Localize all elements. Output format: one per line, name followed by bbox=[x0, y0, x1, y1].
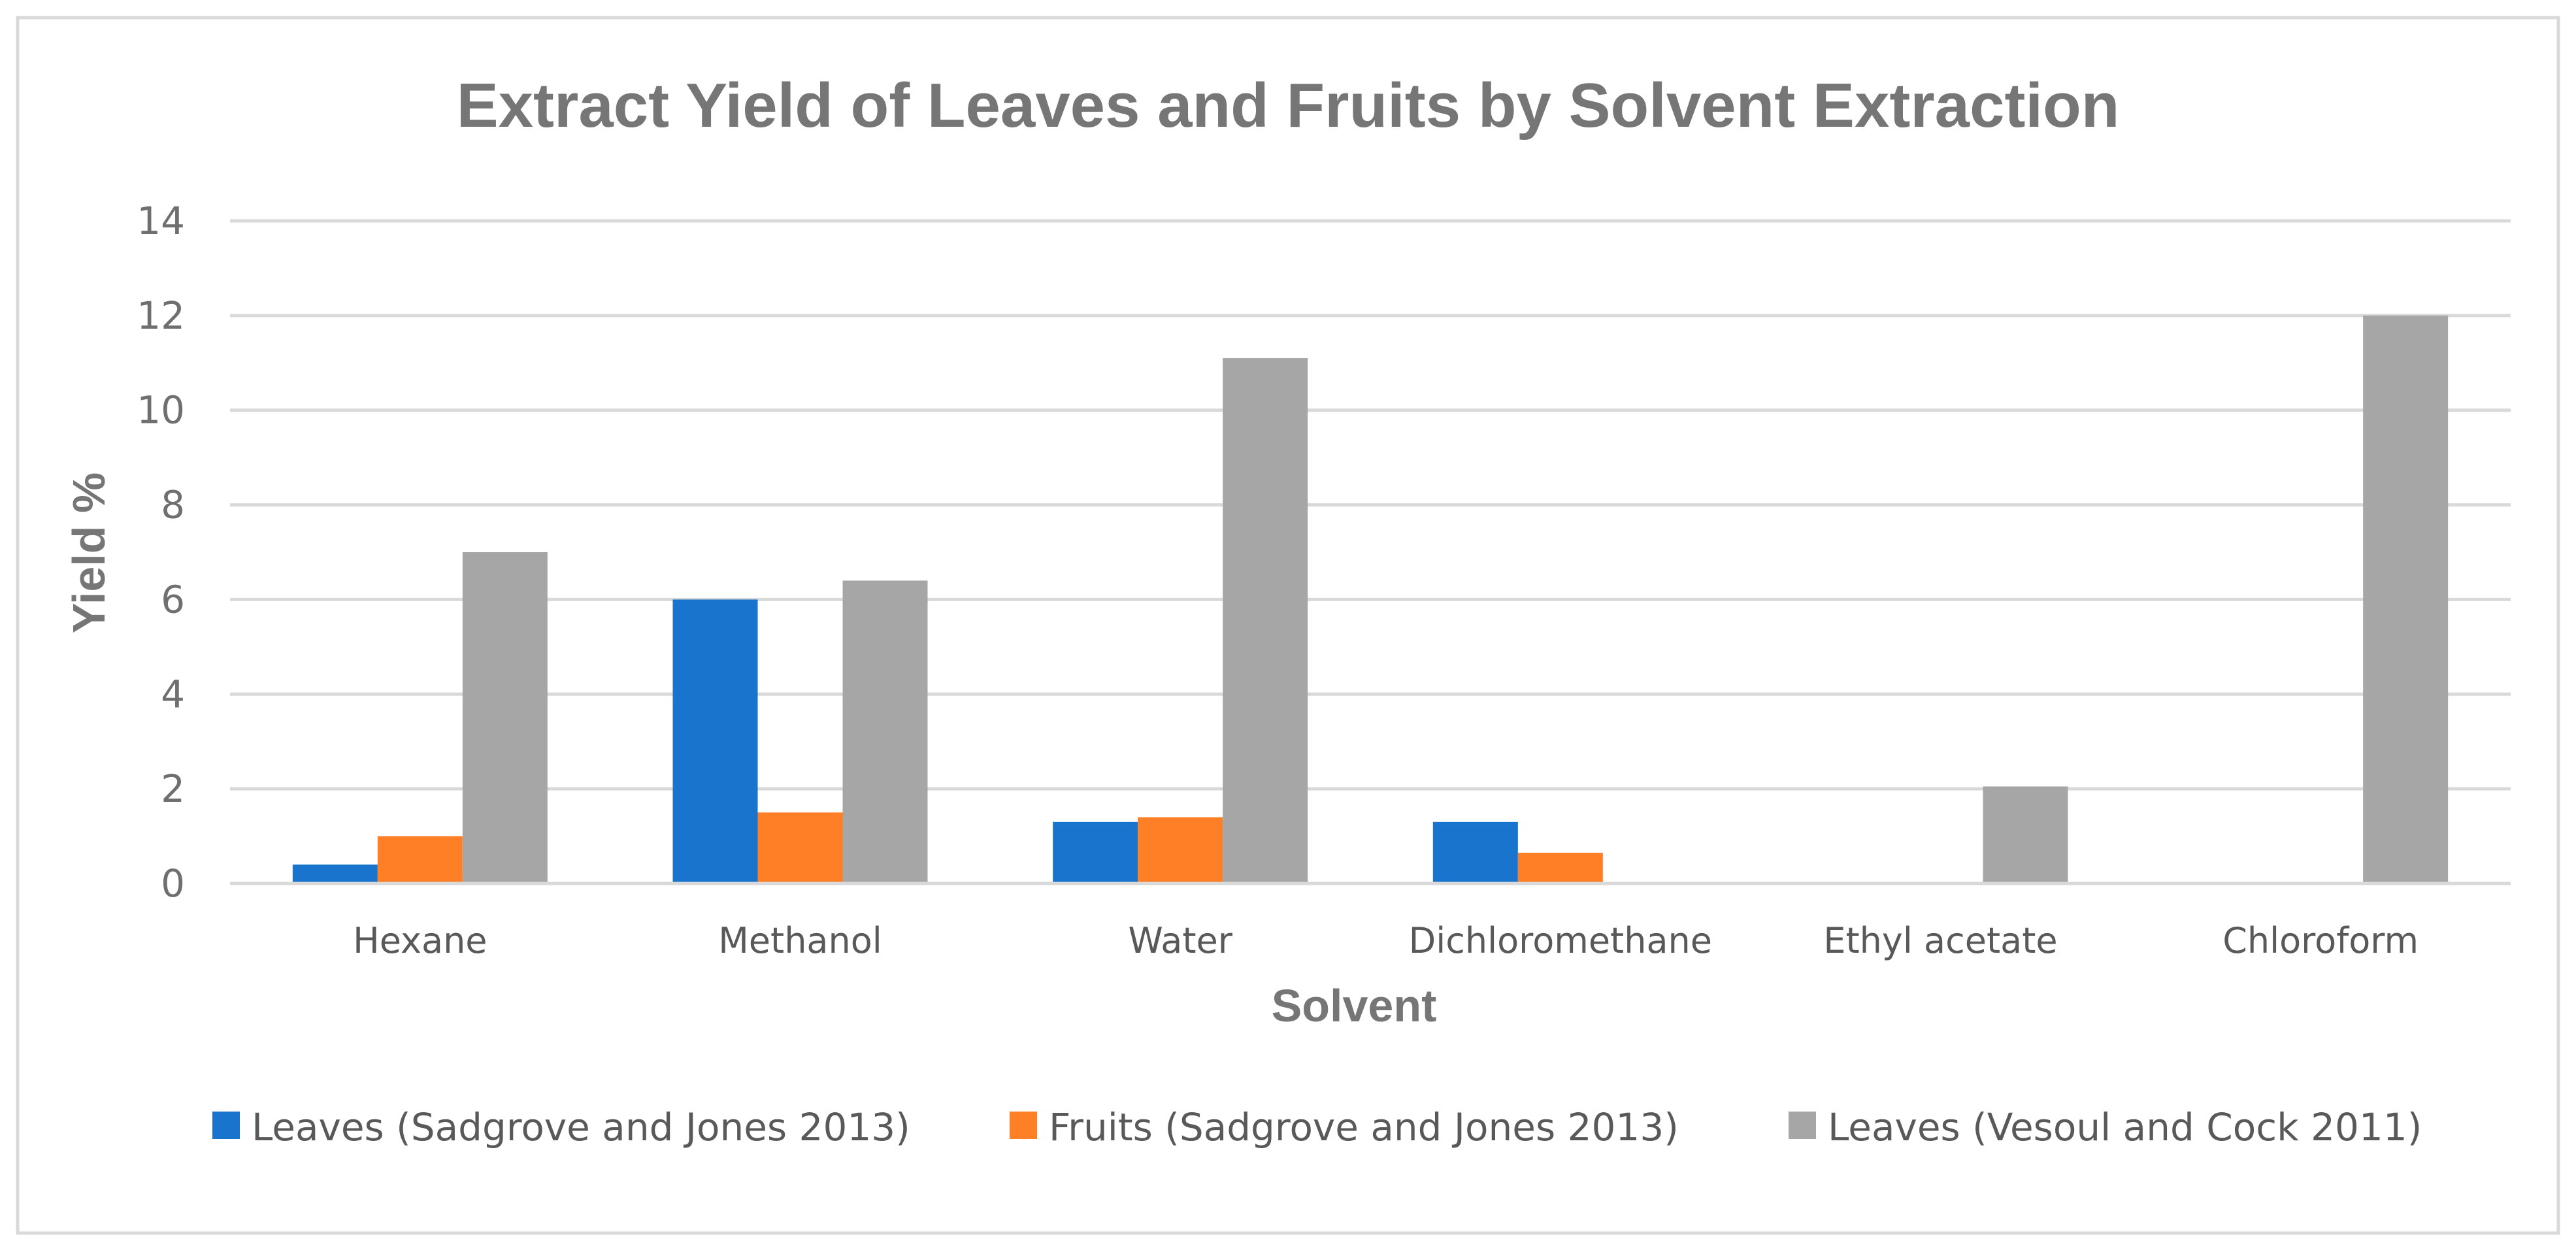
y-tick-label: 8 bbox=[161, 483, 185, 527]
bar-3-hexane bbox=[462, 552, 548, 883]
x-category-label: Water bbox=[1128, 920, 1232, 961]
x-category-label: Dichloromethane bbox=[1409, 920, 1712, 961]
y-axis-title: Yield % bbox=[63, 472, 114, 633]
chart-title: Extract Yield of Leaves and Fruits by So… bbox=[457, 71, 2120, 140]
bar-2-water bbox=[1138, 817, 1223, 883]
gridlines bbox=[230, 219, 2511, 791]
bar-1-hexane bbox=[292, 865, 378, 883]
bar-2-methanol bbox=[757, 812, 843, 883]
bar-3-methanol bbox=[842, 580, 928, 883]
legend-swatch bbox=[1010, 1112, 1037, 1139]
y-tick-label: 6 bbox=[161, 577, 185, 621]
x-category-label: Chloroform bbox=[2222, 920, 2419, 961]
x-category-label: Methanol bbox=[718, 920, 882, 961]
legend-swatch bbox=[212, 1112, 240, 1139]
y-tick-label: 4 bbox=[161, 672, 185, 716]
x-axis-categories: Hexane Methanol Water Dichloromethane Ethyl … bbox=[353, 920, 2419, 961]
legend-label: Fruits (Sadgrove and Jones 2013) bbox=[1049, 1105, 1679, 1149]
bar-3-ethyl-acetate bbox=[1983, 786, 2068, 883]
bar-1-water bbox=[1053, 821, 1138, 883]
y-axis-ticks: 0 2 4 6 8 10 12 14 bbox=[137, 199, 185, 906]
legend: Leaves (Sadgrove and Jones 2013) Fruits (… bbox=[212, 1105, 2422, 1149]
y-tick-label: 12 bbox=[137, 293, 185, 338]
bar-1-methanol bbox=[672, 599, 758, 883]
legend-swatch bbox=[1789, 1112, 1816, 1139]
legend-label: Leaves (Vesoul and Cock 2011) bbox=[1828, 1105, 2422, 1149]
y-tick-label: 14 bbox=[137, 199, 185, 243]
bars bbox=[292, 315, 2449, 883]
bar-3-water bbox=[1223, 358, 1308, 883]
bar-2-hexane bbox=[377, 836, 463, 883]
legend-label: Leaves (Sadgrove and Jones 2013) bbox=[252, 1105, 910, 1149]
bar-3-chloroform bbox=[2363, 315, 2449, 883]
x-category-label: Ethyl acetate bbox=[1823, 920, 2057, 961]
y-tick-label: 2 bbox=[161, 767, 185, 811]
x-category-label: Hexane bbox=[353, 920, 487, 961]
bar-1-dichloromethane bbox=[1432, 821, 1518, 883]
y-tick-label: 10 bbox=[137, 388, 185, 433]
x-axis-title: Solvent bbox=[1272, 980, 1437, 1031]
y-tick-label: 0 bbox=[161, 861, 185, 906]
bar-2-dichloromethane bbox=[1517, 852, 1603, 883]
